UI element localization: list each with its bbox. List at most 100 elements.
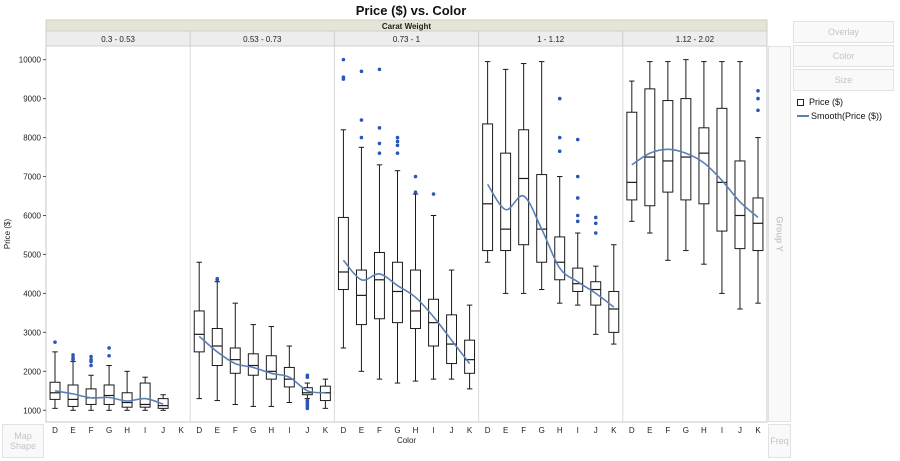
- y-tick-label: 1000: [23, 406, 41, 415]
- box: [464, 339, 476, 374]
- box: [698, 127, 710, 205]
- x-tick-label: E: [647, 426, 652, 435]
- outlier-point: [575, 137, 580, 142]
- box: [680, 98, 692, 201]
- map-label: Map: [14, 431, 32, 441]
- box: [355, 269, 367, 326]
- outlier-point: [593, 215, 598, 220]
- x-tick-label: G: [394, 426, 400, 435]
- freq-label: Freq: [770, 436, 789, 446]
- outlier-point: [305, 373, 310, 378]
- x-tick-label: I: [144, 426, 146, 435]
- x-tick-label: I: [288, 426, 290, 435]
- smooth-line: [198, 335, 326, 394]
- plot-frame: [45, 45, 768, 423]
- x-tick-label: F: [89, 426, 94, 435]
- legend-item-smooth[interactable]: Smooth(Price ($)): [797, 109, 882, 123]
- x-tick-label: J: [305, 426, 309, 435]
- legend-item-box[interactable]: Price ($): [797, 95, 882, 109]
- y-tick-label: 7000: [23, 173, 41, 182]
- box: [608, 290, 620, 333]
- box: [536, 174, 548, 263]
- box: [554, 236, 566, 281]
- outlier-point: [575, 213, 580, 218]
- outlier-point: [359, 69, 364, 74]
- outlier-point: [575, 219, 580, 224]
- map-shape-drop-zone[interactable]: Map Shape: [2, 424, 44, 458]
- outlier-point: [593, 221, 598, 226]
- legend: Price ($) Smooth(Price ($)): [797, 95, 882, 123]
- outlier-point: [305, 398, 310, 403]
- x-tick-label: K: [611, 426, 617, 435]
- box: [626, 111, 638, 201]
- box: [211, 327, 223, 367]
- panel-header-label: 0.3 - 0.53: [101, 35, 135, 44]
- outlier-point: [359, 118, 364, 122]
- box: [752, 197, 764, 252]
- x-tick-label: H: [557, 426, 563, 435]
- group-header-label: Carat Weight: [382, 22, 432, 31]
- outlier-point: [377, 67, 382, 72]
- outlier-point: [395, 151, 400, 155]
- outlier-point: [341, 75, 346, 79]
- box: [337, 216, 349, 291]
- box: [247, 353, 259, 376]
- y-axis-label: Price ($): [3, 219, 12, 250]
- x-tick-label: H: [413, 426, 419, 435]
- outlier-point: [557, 149, 562, 154]
- legend-box-label: Price ($): [809, 97, 844, 107]
- box: [410, 269, 421, 329]
- outlier-point: [71, 353, 75, 357]
- color-label: Color: [832, 51, 855, 61]
- x-tick-label: J: [161, 426, 165, 435]
- box: [482, 123, 494, 252]
- box: [644, 88, 656, 207]
- x-tick-label: D: [341, 426, 347, 435]
- x-tick-label: G: [539, 426, 545, 435]
- freq-drop-zone[interactable]: Freq: [768, 424, 791, 458]
- outlier-point: [413, 190, 418, 194]
- outlier-point: [756, 96, 760, 101]
- outlier-point: [89, 354, 93, 359]
- outlier-point: [395, 135, 400, 140]
- outlier-point: [71, 355, 75, 360]
- box: [662, 100, 674, 193]
- legend-smooth-label: Smooth(Price ($)): [811, 111, 883, 121]
- box: [103, 384, 115, 405]
- outlier-point: [107, 346, 111, 350]
- outlier-point: [575, 196, 580, 200]
- outlier-point: [557, 135, 562, 140]
- x-tick-label: E: [503, 426, 508, 435]
- x-tick-label: I: [432, 426, 434, 435]
- color-drop-zone[interactable]: Color: [793, 45, 894, 67]
- line-swatch-icon: [797, 115, 809, 117]
- chart-title: Price ($) vs. Color: [356, 3, 467, 18]
- panel-header-label: 0.73 - 1: [393, 35, 421, 44]
- x-tick-label: F: [377, 426, 382, 435]
- outlier-point: [395, 143, 400, 148]
- box: [572, 267, 584, 292]
- size-drop-zone[interactable]: Size: [793, 69, 894, 91]
- overlay-drop-zone[interactable]: Overlay: [793, 21, 894, 43]
- outlier-point: [756, 108, 760, 113]
- group-y-drop-zone[interactable]: Group Y: [768, 46, 791, 422]
- outlier-point: [107, 353, 111, 358]
- x-tick-label: K: [323, 426, 329, 435]
- x-tick-label: K: [755, 426, 761, 435]
- smooth-line: [342, 259, 471, 365]
- outlier-point: [413, 174, 418, 179]
- x-tick-label: G: [683, 426, 689, 435]
- outlier-point: [215, 276, 220, 281]
- box: [193, 310, 205, 353]
- x-tick-label: J: [738, 426, 742, 435]
- panel-header-label: 0.53 - 0.73: [243, 35, 282, 44]
- outlier-point: [89, 357, 93, 362]
- x-tick-label: D: [52, 426, 58, 435]
- x-tick-label: J: [594, 426, 598, 435]
- x-tick-label: E: [359, 426, 364, 435]
- outlier-point: [377, 141, 382, 146]
- x-tick-label: I: [577, 426, 579, 435]
- box: [500, 152, 512, 252]
- outlier-point: [53, 340, 57, 344]
